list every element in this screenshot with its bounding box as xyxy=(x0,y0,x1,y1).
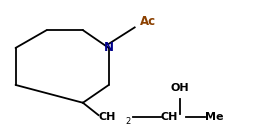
Text: N: N xyxy=(104,42,114,54)
Text: 2: 2 xyxy=(126,117,131,126)
Text: OH: OH xyxy=(171,83,189,93)
Text: Me: Me xyxy=(205,112,223,122)
Text: CH: CH xyxy=(161,112,178,122)
Text: CH: CH xyxy=(98,112,116,122)
Text: Ac: Ac xyxy=(140,15,156,28)
